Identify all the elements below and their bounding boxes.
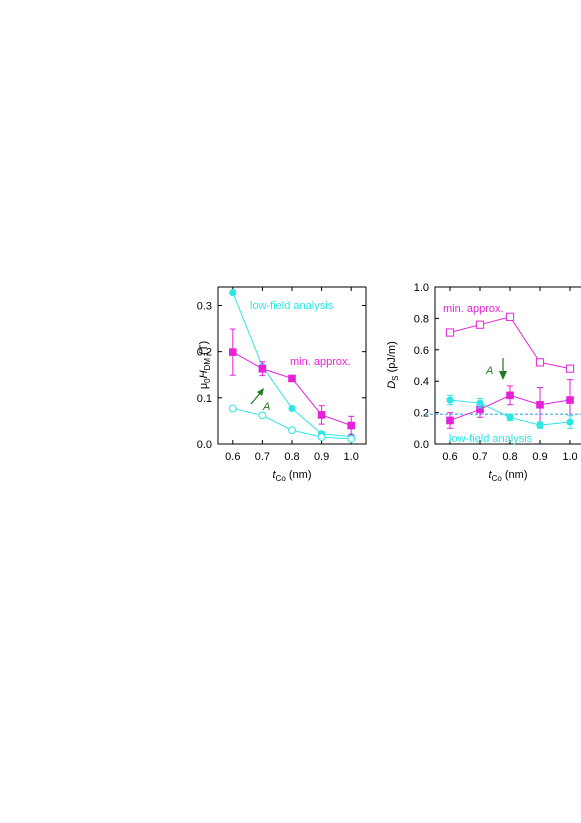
- left-series-1-point: [288, 426, 296, 435]
- right-series-1-point: [506, 391, 514, 400]
- right-ytick-label: 0.8: [414, 313, 429, 325]
- left-ylabel: μ0HDM (T): [198, 341, 212, 389]
- right-xlabel: tCo (nm): [489, 469, 528, 483]
- left-series-0-point: [288, 404, 296, 413]
- right-series-0-point: [475, 320, 485, 329]
- right-series-0-point: [535, 358, 545, 367]
- left-series-2-point: [258, 364, 267, 373]
- left-ytick-label: 0.3: [197, 300, 212, 312]
- left-xtick-label: 0.8: [284, 451, 299, 463]
- left-series-1-point: [347, 435, 356, 443]
- right-series-2-point: [446, 396, 454, 404]
- left-arrow-head: [257, 388, 264, 396]
- right-series-1-point: [446, 416, 454, 425]
- right-series-0-point: [445, 328, 455, 337]
- left-series-1-point: [228, 404, 237, 413]
- right-series-1-point: [536, 400, 544, 409]
- right-series-2-point: [476, 399, 484, 407]
- right-series-1-point: [566, 396, 574, 404]
- right-series-0-point: [565, 364, 575, 373]
- left-ytick-label: 0.2: [197, 347, 212, 359]
- right-xtick-label: 0.9: [532, 451, 547, 463]
- left-ytick-label: 0.1: [197, 393, 212, 405]
- left-series-1-point: [258, 411, 267, 420]
- left-xtick-label: 0.9: [314, 451, 329, 463]
- left-series-1-line: [232, 407, 352, 440]
- right-series-1-point: [476, 405, 484, 414]
- left-xtick-label: 1.0: [344, 451, 359, 463]
- left-series-2-point: [317, 411, 326, 419]
- right-ytick-label: 1.0: [414, 282, 429, 294]
- right-low-field-label: low-field analysis: [449, 433, 533, 445]
- right-ytick-label: 0.6: [414, 345, 429, 357]
- right-A-label: A: [485, 365, 493, 377]
- right-ytick-label: 0.2: [414, 408, 429, 420]
- left-xlabel: tCo (nm): [273, 469, 312, 483]
- left-xtick-label: 0.7: [255, 451, 270, 463]
- right-ytick-label: 0.0: [414, 439, 429, 451]
- left-A-label: A: [262, 401, 270, 413]
- right-ytick-label: 0.4: [414, 376, 429, 388]
- right-arrow-head: [499, 371, 507, 380]
- right-ylabel: DS (pJ/m): [386, 341, 400, 389]
- right-series-2-point: [506, 413, 514, 421]
- left-low-field-label: low-field analysis: [250, 300, 334, 312]
- right-xtick-label: 0.6: [442, 451, 457, 463]
- left-series-2-point: [347, 421, 355, 430]
- left-series-1-point: [317, 433, 326, 441]
- left-series-2-point: [288, 374, 296, 383]
- left-series-0-point: [229, 288, 237, 297]
- panel-left: 0.6 0.7 0.8 0.9 1.0 0.0 0.1 0.2 0.3 μ0HDM (T) tC…: [197, 286, 367, 483]
- right-series-0-line: [449, 316, 571, 370]
- right-series-2-point: [536, 421, 544, 429]
- right-min-approx-label: min. approx.: [443, 303, 504, 315]
- right-xtick-label: 0.8: [502, 451, 517, 463]
- left-xtick-label: 0.6: [225, 451, 240, 463]
- right-series-0-point: [505, 312, 515, 321]
- left-min-approx-label: min. approx.: [290, 356, 351, 368]
- panel-right: 0.6 0.7 0.8 0.9 1.0 0.0 0.2 0.4 0.6 0.8 1.0 DS (pJ…: [386, 282, 581, 483]
- left-ytick-label: 0.0: [197, 439, 212, 451]
- right-xtick-label: 1.0: [562, 451, 577, 463]
- left-series-2-point: [229, 348, 237, 356]
- right-xtick-label: 0.7: [472, 451, 487, 463]
- right-series-2-point: [566, 418, 574, 426]
